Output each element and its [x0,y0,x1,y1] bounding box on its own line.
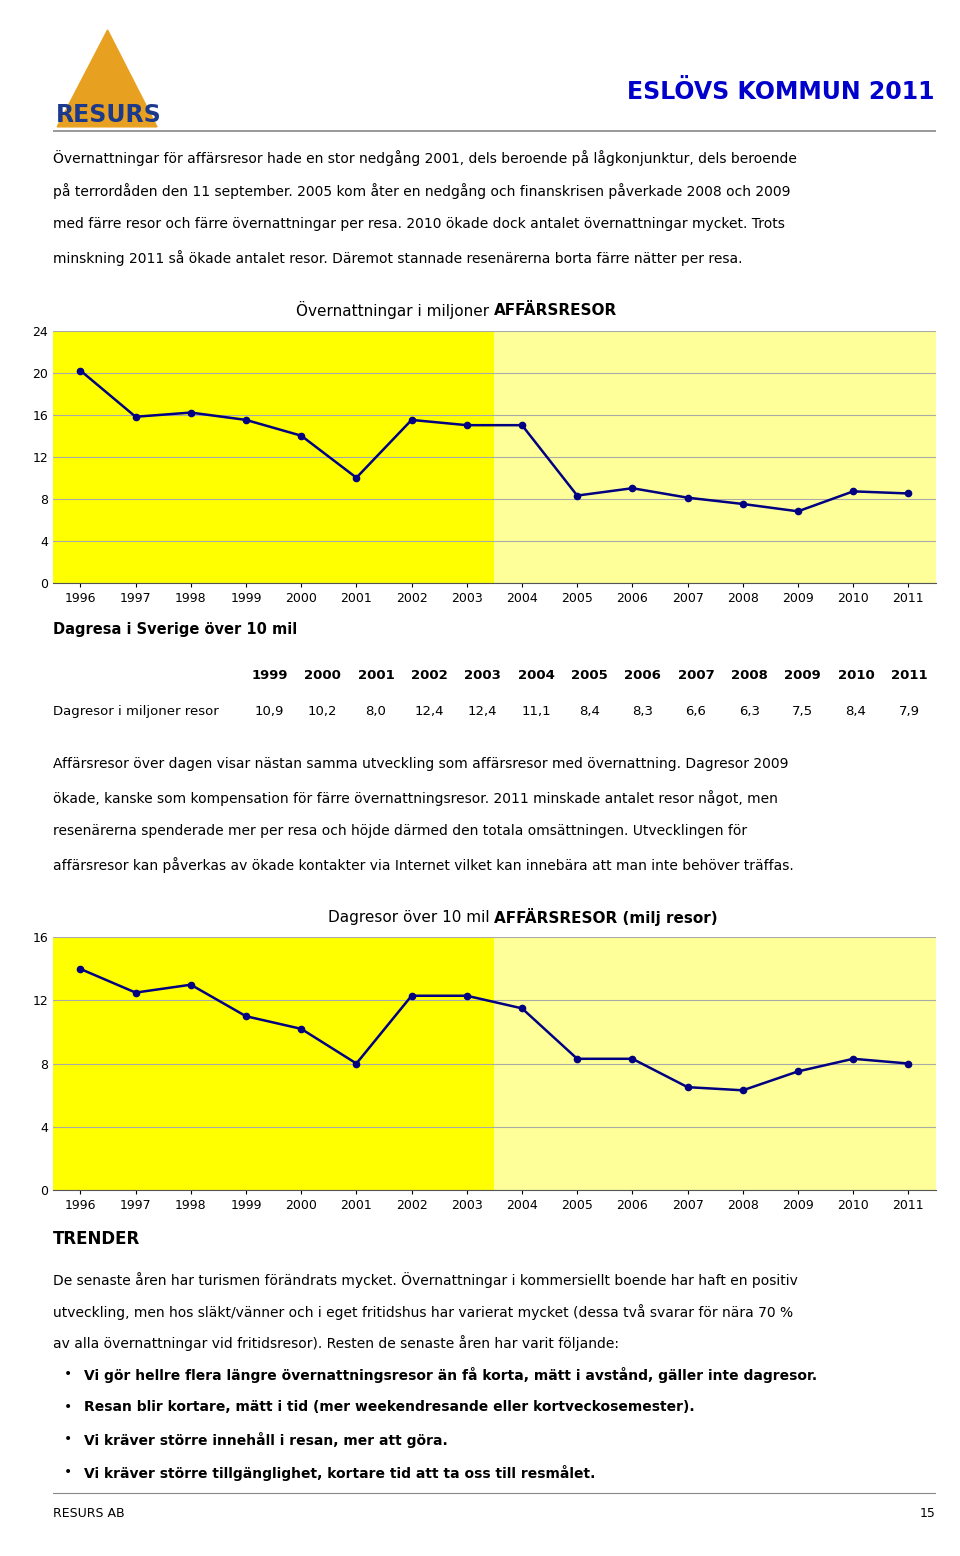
Text: ESLÖVS KOMMUN 2011: ESLÖVS KOMMUN 2011 [627,79,934,104]
Text: utveckling, men hos släkt/vänner och i eget fritidshus har varierat mycket (dess: utveckling, men hos släkt/vänner och i e… [53,1304,793,1319]
Text: 10,2: 10,2 [308,705,337,719]
Text: ökade, kanske som kompensation för färre övernattningsresor. 2011 minskade antal: ökade, kanske som kompensation för färre… [53,790,778,806]
Text: på terrordåden den 11 september. 2005 kom åter en nedgång och finanskrisen påver: på terrordåden den 11 september. 2005 ko… [53,184,790,199]
Text: 12,4: 12,4 [415,705,444,719]
Text: 2009: 2009 [784,669,821,682]
Text: AFFÄRSRESOR (milj resor): AFFÄRSRESOR (milj resor) [494,909,718,926]
Text: •: • [63,1368,72,1382]
Text: med färre resor och färre övernattningar per resa. 2010 ökade dock antalet övern: med färre resor och färre övernattningar… [53,216,784,230]
Text: 6,3: 6,3 [739,705,759,719]
Text: Resan blir kortare, mätt i tid (mer weekendresande eller kortveckosemester).: Resan blir kortare, mätt i tid (mer week… [84,1400,694,1414]
Text: Dagresor över 10 mil: Dagresor över 10 mil [328,910,494,924]
Text: 2004: 2004 [517,669,555,682]
Text: 7,9: 7,9 [899,705,920,719]
Bar [494,937,936,1190]
Text: 8,0: 8,0 [366,705,387,719]
Polygon shape [58,30,157,128]
Text: av alla övernattningar vid fritidsresor). Resten de senaste åren har varit följa: av alla övernattningar vid fritidsresor)… [53,1335,619,1351]
Text: •: • [63,1400,72,1414]
Text: 7,5: 7,5 [792,705,813,719]
Text: 11,1: 11,1 [521,705,551,719]
Text: affärsresor kan påverkas av ökade kontakter via Internet vilket kan innebära att: affärsresor kan påverkas av ökade kontak… [53,857,794,873]
Text: De senaste åren har turismen förändrats mycket. Övernattningar i kommersiellt bo: De senaste åren har turismen förändrats … [53,1273,798,1288]
Text: TRENDER: TRENDER [53,1231,140,1248]
Text: 2010: 2010 [838,669,875,682]
Text: minskning 2011 så ökade antalet resor. Däremot stannade resenärerna borta färre : minskning 2011 så ökade antalet resor. D… [53,251,742,266]
Text: 8,4: 8,4 [579,705,600,719]
Text: Vi kräver större innehåll i resan, mer att göra.: Vi kräver större innehåll i resan, mer a… [84,1433,447,1449]
Text: 2001: 2001 [358,669,395,682]
Text: Vi kräver större tillgänglighet, kortare tid att ta oss till resmålet.: Vi kräver större tillgänglighet, kortare… [84,1464,595,1481]
Text: Vi gör hellre flera längre övernattningsresor än få korta, mätt i avstånd, gälle: Vi gör hellre flera längre övernattnings… [84,1368,817,1383]
Text: 2008: 2008 [731,669,768,682]
Text: RESURS: RESURS [56,103,161,128]
Text: Dagresa i Sverige över 10 mil: Dagresa i Sverige över 10 mil [53,622,297,638]
Bar [53,937,494,1190]
Text: 2005: 2005 [571,669,608,682]
Text: •: • [63,1464,72,1478]
Bar [494,330,936,584]
Text: 8,3: 8,3 [633,705,653,719]
Text: 2002: 2002 [411,669,447,682]
Text: resenärerna spenderade mer per resa och höjde därmed den totala omsättningen. Ut: resenärerna spenderade mer per resa och … [53,823,747,837]
Text: 8,4: 8,4 [846,705,867,719]
Bar [53,330,494,584]
Text: 2006: 2006 [624,669,661,682]
Text: 12,4: 12,4 [468,705,497,719]
Text: Övernattningar i miljoner: Övernattningar i miljoner [297,302,494,319]
Text: Övernattningar för affärsresor hade en stor nedgång 2001, dels beroende på lågko: Övernattningar för affärsresor hade en s… [53,151,797,166]
Text: •: • [63,1433,72,1447]
Text: 1999: 1999 [252,669,288,682]
Text: 2000: 2000 [304,669,341,682]
Text: AFFÄRSRESOR: AFFÄRSRESOR [494,303,617,317]
Text: 15: 15 [920,1508,936,1520]
Text: 6,6: 6,6 [685,705,707,719]
Text: RESURS AB: RESURS AB [53,1508,125,1520]
Text: 2003: 2003 [465,669,501,682]
Text: 2011: 2011 [891,669,927,682]
Text: Affärsresor över dagen visar nästan samma utveckling som affärsresor med övernat: Affärsresor över dagen visar nästan samm… [53,758,788,772]
Text: 2007: 2007 [678,669,714,682]
Text: 10,9: 10,9 [254,705,284,719]
Text: Dagresor i miljoner resor: Dagresor i miljoner resor [53,705,219,719]
